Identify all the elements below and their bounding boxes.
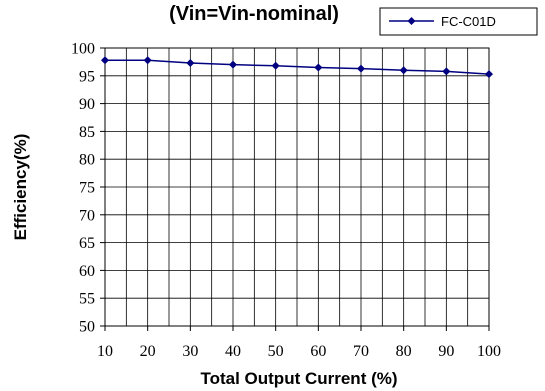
series-layer — [101, 56, 493, 79]
x-tick-label: 10 — [97, 343, 113, 360]
x-tick-label: 100 — [477, 343, 501, 360]
x-tick-label: 90 — [438, 343, 454, 360]
data-point-marker — [101, 56, 109, 65]
data-point-marker — [485, 70, 493, 79]
y-axis-ticks: 100 95 90 85 80 75 70 65 60 55 50 — [71, 41, 105, 336]
y-tick-label: 55 — [79, 291, 95, 308]
data-point-marker — [229, 60, 237, 69]
x-tick-label: 30 — [182, 343, 198, 360]
data-point-marker — [357, 64, 365, 73]
y-tick-label: 85 — [79, 124, 95, 141]
data-point-marker — [442, 67, 451, 76]
y-tick-label: 75 — [79, 180, 95, 197]
x-axis-ticks: 10 20 30 40 50 60 70 80 90 100 — [97, 326, 501, 360]
data-point-marker — [271, 61, 280, 70]
y-tick-label: 60 — [79, 263, 95, 280]
legend-marker-diamond — [407, 17, 416, 25]
data-point-marker — [399, 66, 408, 75]
data-point-marker — [314, 63, 323, 72]
y-tick-label: 90 — [79, 96, 95, 113]
x-tick-label: 70 — [353, 343, 369, 360]
y-tick-label: 50 — [79, 319, 95, 336]
x-tick-label: 50 — [268, 343, 284, 360]
y-tick-label: 65 — [79, 235, 95, 252]
x-tick-label: 80 — [396, 343, 412, 360]
y-tick-label: 80 — [79, 152, 95, 169]
chart-title: (Vin=Vin-nominal) — [169, 3, 339, 25]
y-tick-label: 70 — [79, 207, 95, 224]
y-axis-title: Efficiency(%) — [11, 134, 30, 241]
x-axis-title: Total Output Current (%) — [200, 369, 397, 388]
data-point-marker — [186, 59, 195, 68]
series-line — [105, 59, 490, 75]
legend: FC-C01D — [379, 7, 538, 36]
x-tick-label: 40 — [225, 343, 241, 360]
data-point-marker — [143, 56, 152, 65]
x-tick-label: 60 — [310, 343, 326, 360]
grid — [105, 48, 489, 326]
y-tick-label: 100 — [71, 41, 95, 58]
legend-label: FC-C01D — [441, 14, 496, 29]
y-tick-label: 95 — [79, 68, 95, 85]
x-tick-label: 20 — [140, 343, 156, 360]
